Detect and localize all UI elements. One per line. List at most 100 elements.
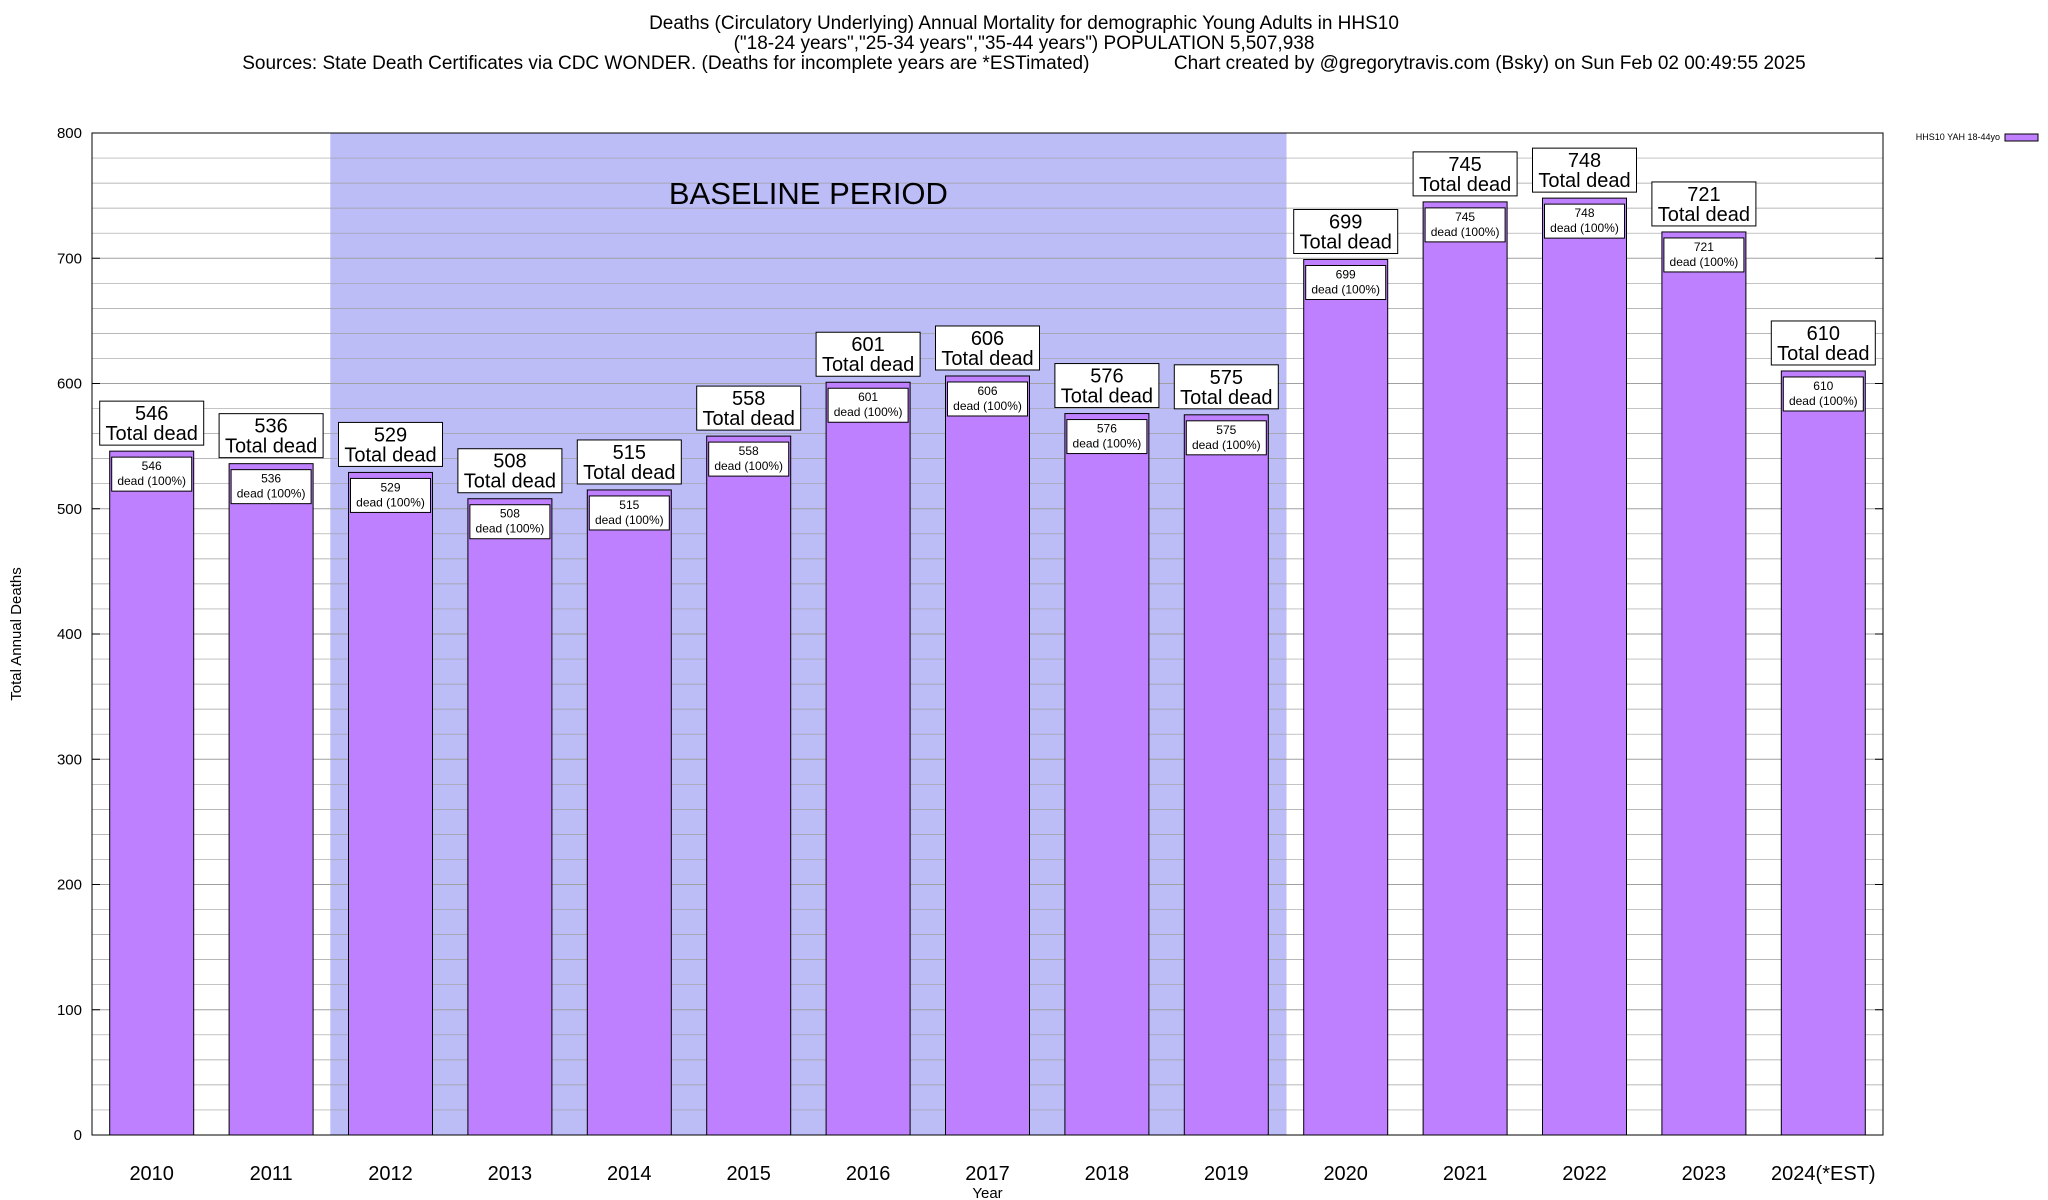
inner-label-value: 536 — [261, 472, 281, 486]
top-label-text: Total dead — [1538, 170, 1630, 192]
bar — [586, 489, 672, 1136]
inner-label-text: dead (100%) — [714, 459, 783, 473]
top-label-box — [1054, 363, 1160, 409]
bar — [1183, 414, 1269, 1136]
top-label-box — [1293, 209, 1399, 255]
bar — [228, 463, 314, 1136]
top-label-box — [218, 413, 324, 459]
top-label-text: Total dead — [703, 408, 795, 430]
inner-label-text: dead (100%) — [1550, 221, 1619, 235]
inner-label-box — [1544, 203, 1625, 239]
top-label-value: 748 — [1568, 150, 1601, 172]
top-label-box — [1532, 147, 1637, 193]
bar — [1542, 197, 1627, 1136]
top-label-text: Total dead — [225, 436, 317, 458]
inner-label-box — [827, 387, 909, 423]
inner-label-value: 558 — [739, 444, 759, 458]
top-label-box — [1173, 364, 1279, 410]
inner-label-value: 515 — [619, 498, 639, 512]
x-tick-label: 2011 — [250, 1163, 293, 1185]
x-tick-label: 2018 — [1085, 1163, 1130, 1185]
top-label-value: 508 — [493, 451, 526, 473]
inner-label-value: 745 — [1455, 210, 1475, 224]
top-label-box — [935, 325, 1040, 371]
plot-border — [91, 132, 1884, 1136]
top-label-text: Total dead — [1300, 232, 1392, 254]
bar — [1064, 413, 1150, 1136]
inner-label-box — [1185, 420, 1267, 456]
inner-label-box — [1663, 237, 1745, 273]
inner-label-text: dead (100%) — [595, 513, 664, 527]
inner-label-text: dead (100%) — [1192, 438, 1261, 452]
top-label-text: Total dead — [1777, 343, 1869, 365]
top-label-text: Total dead — [106, 423, 198, 445]
x-tick-label: 2022 — [1562, 1163, 1607, 1185]
top-label-value: 546 — [135, 403, 168, 425]
top-label-box — [1412, 151, 1518, 197]
x-tick-label: 2024(*EST) — [1771, 1163, 1876, 1185]
top-label-text: Total dead — [1419, 174, 1511, 196]
top-label-text: Total dead — [822, 354, 914, 376]
inner-label-box — [947, 381, 1028, 417]
top-label-text: Total dead — [464, 471, 556, 493]
top-label-value: 610 — [1807, 323, 1840, 345]
legend-label: HHS10 YAH 18-44yo — [1916, 132, 2000, 142]
bar — [348, 471, 433, 1136]
top-label-value: 515 — [613, 442, 646, 464]
inner-label-box — [111, 456, 193, 492]
x-tick-label: 2016 — [846, 1163, 891, 1185]
top-label-text: Total dead — [941, 348, 1033, 370]
chart-title: Deaths (Circulatory Underlying) Annual M… — [649, 13, 1399, 34]
baseline-period-label: BASELINE PERIOD — [669, 176, 948, 211]
top-label-box — [815, 331, 921, 377]
bar — [467, 498, 553, 1136]
top-label-text: Total dead — [1061, 386, 1153, 408]
inner-label-box — [230, 469, 312, 505]
inner-label-box — [350, 477, 431, 513]
inner-label-value: 699 — [1336, 268, 1356, 282]
top-label-value: 575 — [1210, 367, 1243, 389]
top-label-box — [576, 439, 682, 485]
inner-label-value: 575 — [1216, 423, 1236, 437]
inner-label-value: 601 — [858, 390, 878, 404]
y-tick-label: 800 — [57, 125, 82, 142]
inner-label-value: 529 — [380, 480, 400, 494]
x-tick-label: 2013 — [488, 1163, 533, 1185]
top-label-box — [338, 421, 443, 467]
top-label-box — [99, 400, 205, 446]
bar — [1780, 370, 1866, 1136]
inner-label-text: dead (100%) — [1789, 394, 1858, 408]
y-tick-label: 500 — [57, 501, 82, 518]
chart-title-block: Deaths (Circulatory Underlying) Annual M… — [0, 14, 2048, 74]
inner-label-value: 610 — [1813, 379, 1833, 393]
top-label-box — [457, 448, 563, 494]
inner-label-value: 721 — [1694, 240, 1714, 254]
inner-label-text: dead (100%) — [1311, 283, 1380, 297]
inner-label-text: dead (100%) — [476, 522, 545, 536]
x-tick-label: 2019 — [1204, 1163, 1249, 1185]
top-label-text: Total dead — [1180, 387, 1272, 409]
x-tick-label: 2010 — [129, 1163, 174, 1185]
y-axis-label: Total Annual Deaths — [8, 567, 25, 700]
chart-subtitle: ("18-24 years","25-34 years","35-44 year… — [733, 33, 1315, 54]
inner-label-value: 546 — [142, 459, 162, 473]
inner-label-text: dead (100%) — [1073, 437, 1142, 451]
source-credit-gap — [1089, 53, 1173, 74]
bar — [945, 375, 1030, 1136]
top-label-value: 558 — [732, 388, 765, 410]
x-tick-label: 2021 — [1443, 1163, 1488, 1185]
top-label-box — [1770, 320, 1876, 366]
bar — [1661, 231, 1747, 1136]
inner-label-text: dead (100%) — [237, 487, 306, 501]
y-tick-label: 200 — [57, 877, 82, 894]
top-label-value: 745 — [1448, 154, 1481, 176]
inner-label-value: 748 — [1574, 206, 1594, 220]
top-label-value: 601 — [851, 334, 884, 356]
y-tick-label: 400 — [57, 626, 82, 643]
bar — [825, 381, 911, 1136]
top-label-value: 699 — [1329, 212, 1362, 234]
inner-label-text: dead (100%) — [1670, 255, 1739, 269]
inner-label-text: dead (100%) — [117, 474, 186, 488]
y-tick-label: 600 — [57, 376, 82, 393]
